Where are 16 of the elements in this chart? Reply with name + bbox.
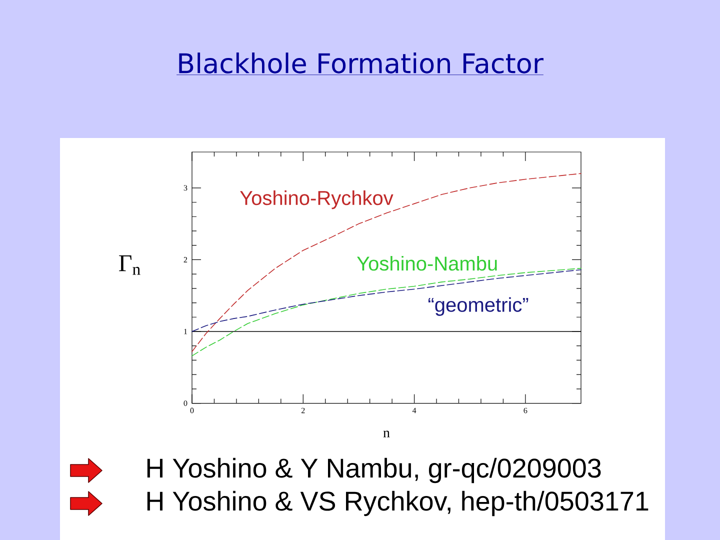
text: H Yoshino & Y Nambu, gr-qc/0209003: [147, 458, 601, 484]
chart-title: Blackhole Formation Factor: [179, 52, 544, 74]
x-tick-label: 0: [190, 408, 194, 414]
series-label: Yoshino-Nambu: [356, 256, 497, 271]
series-label: Yoshino-Rychkov: [240, 190, 394, 210]
y-tick-label: 3: [184, 185, 188, 191]
series-label: “geometric”: [428, 297, 528, 316]
x-tick-label: 4: [412, 408, 416, 414]
x-tick-label: 2: [302, 408, 305, 414]
x-axis-title: n: [383, 430, 390, 438]
y-tick-label: 0: [184, 400, 188, 406]
y-tick-label: 2: [184, 257, 188, 262]
y-axis-title: Γ$_{n}$: [119, 255, 140, 275]
x-tick-label: 6: [524, 408, 528, 414]
y-tick-label: 1: [184, 328, 187, 334]
text: H Yoshino & VS Rychkov, hep-th/0503171: [147, 490, 648, 516]
